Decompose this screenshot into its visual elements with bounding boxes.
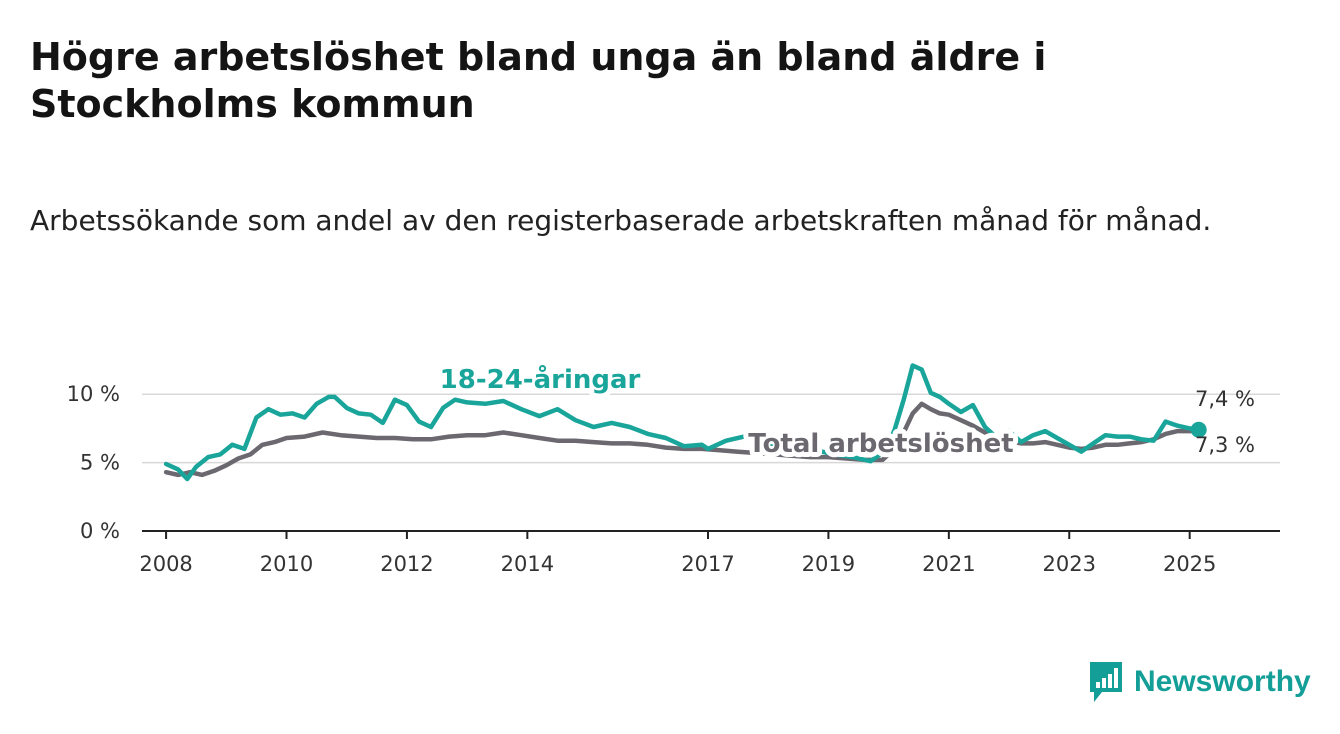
brand-name: Newsworthy bbox=[1134, 665, 1311, 698]
x-tick-label: 2010 bbox=[260, 552, 313, 576]
y-tick-label: 5 % bbox=[80, 451, 120, 475]
line-chart: 0 %5 %10 % 2008 2010 2012 2014 2017 2019 2021 2… bbox=[67, 358, 1280, 576]
series-label-youth-halo: 18-24-åringar bbox=[440, 363, 641, 395]
end-label-youth: 7,4 % bbox=[1195, 387, 1255, 411]
y-tick-label: 10 % bbox=[67, 382, 120, 406]
x-tick-label: 2017 bbox=[681, 552, 734, 576]
x-tick-label: 2014 bbox=[501, 552, 554, 576]
brand-logo: Newsworthy bbox=[1088, 660, 1311, 704]
series-label-total: Total arbetslöshet bbox=[748, 429, 1013, 459]
end-label-total: 7,3 % bbox=[1195, 433, 1255, 457]
y-axis-ticks: 0 % 5 % 10 % bbox=[67, 382, 120, 543]
x-tick-label: 2025 bbox=[1163, 552, 1216, 576]
y-tick-label: 0 % bbox=[80, 519, 120, 543]
series-label-youth: 18-24-åringar bbox=[440, 363, 641, 395]
x-axis-ticks: 2008 2010 2012 2014 2017 2019 2021 2023 2025 bbox=[139, 531, 1216, 576]
x-tick-label: 2021 bbox=[922, 552, 975, 576]
newsworthy-logo-icon bbox=[1090, 662, 1122, 702]
grid-lines bbox=[142, 393, 1280, 464]
end-point-marker bbox=[1190, 421, 1207, 438]
series-lines bbox=[163, 363, 1201, 482]
x-tick-label: 2012 bbox=[380, 552, 433, 576]
series-line-youth bbox=[163, 363, 1201, 482]
chart-title: Högre arbetslöshet bland unga än bland ä… bbox=[30, 35, 1047, 126]
chart-subtitle: Arbetssökande som andel av den registerb… bbox=[30, 204, 1212, 237]
series-line-total bbox=[163, 401, 1201, 478]
x-tick-label: 2023 bbox=[1043, 552, 1096, 576]
x-tick-label: 2019 bbox=[802, 552, 855, 576]
series-label-total-halo: Total arbetslöshet bbox=[748, 429, 1013, 459]
x-tick-label: 2008 bbox=[139, 552, 192, 576]
